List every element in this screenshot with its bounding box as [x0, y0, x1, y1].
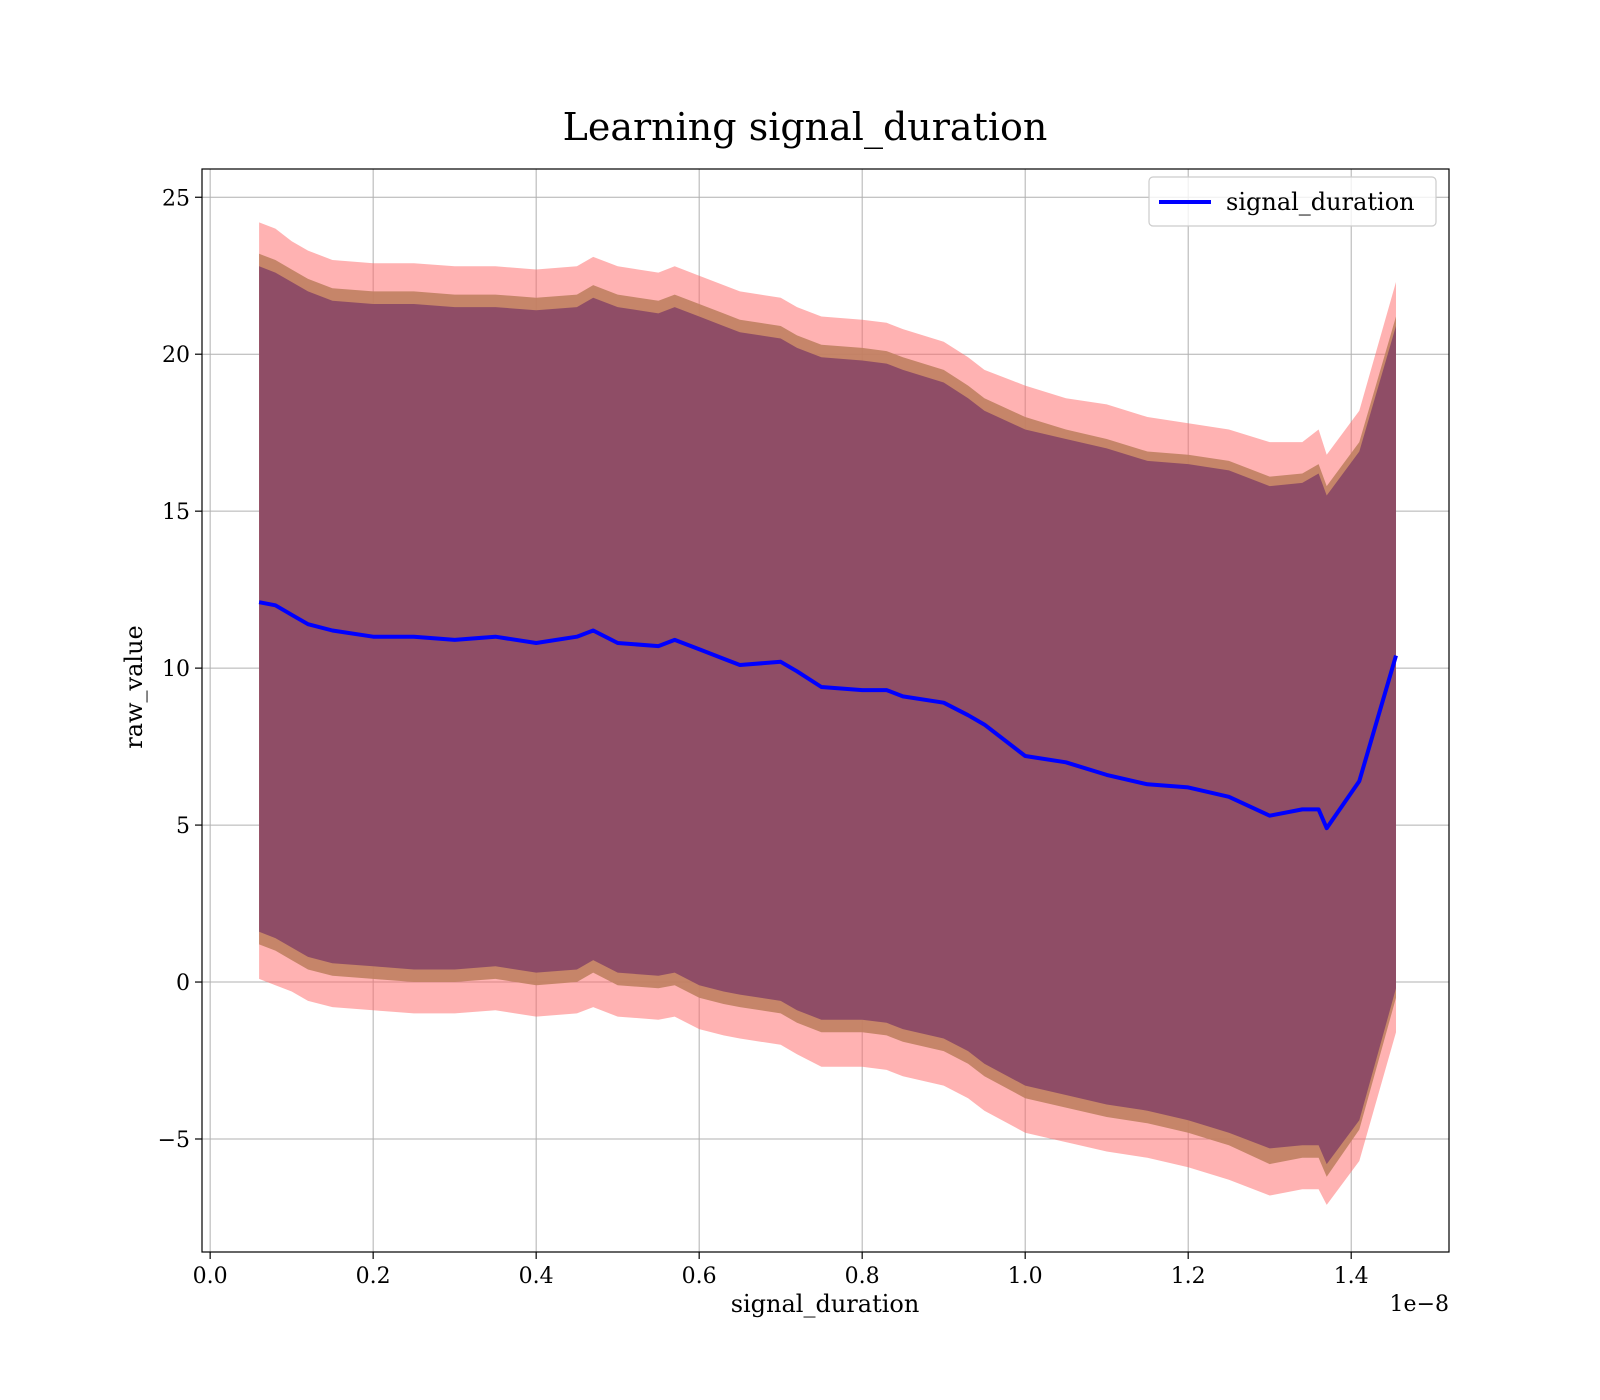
x-tick-label: 1.0	[1008, 1264, 1043, 1289]
y-axis-label: raw_value	[120, 625, 148, 749]
x-tick-label: 0.2	[356, 1264, 391, 1289]
y-tick-label: 10	[162, 657, 190, 682]
chart-title: Learning signal_duration	[563, 105, 1048, 150]
legend-box	[1148, 176, 1437, 227]
x-tick-label: 1.2	[1171, 1264, 1206, 1289]
y-tick-label: 25	[162, 186, 190, 211]
y-tick-label: 15	[162, 500, 190, 525]
x-tick-label: 0.6	[682, 1264, 717, 1289]
y-tick-label: 5	[176, 814, 190, 839]
axes-frame	[201, 168, 1450, 1253]
y-tick-label: 0	[176, 971, 190, 996]
x-tick-label: 0.0	[193, 1264, 228, 1289]
plot-area: 0.0 0.2 0.4 0.6 0.8 1.0 1.2 1.4 −5 0 5 10 15 20 25	[158, 168, 1450, 1289]
legend: signal_duration	[1148, 176, 1437, 227]
x-axis-label: signal_duration	[731, 1290, 920, 1318]
y-tick-label: 20	[162, 343, 190, 368]
x-tick-label: 0.4	[519, 1264, 554, 1289]
x-axis-offset-label: 1e−8	[1390, 1292, 1449, 1317]
x-tick-label: 1.4	[1334, 1264, 1369, 1289]
x-tick-label: 0.8	[845, 1264, 880, 1289]
y-tick-label: −5	[158, 1128, 190, 1153]
confidence-band-inner	[259, 266, 1397, 1165]
legend-label: signal_duration	[1226, 188, 1415, 216]
series-line-0	[258, 600, 1398, 831]
